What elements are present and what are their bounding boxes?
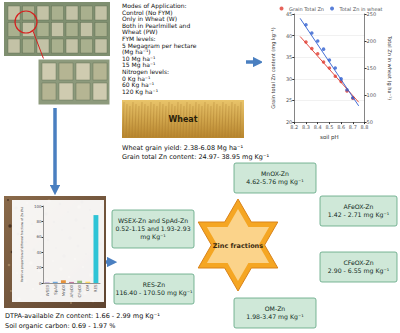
svg-text:40: 40: [286, 33, 292, 39]
svg-text:AFeOX-Zn: AFeOX-Zn: [343, 203, 373, 210]
svg-text:Nitrogen levels:: Nitrogen levels:: [122, 68, 170, 75]
svg-text:Grain total Zn content: 24.97-: Grain total Zn content: 24.97- 38.95 mg …: [122, 153, 269, 161]
svg-text:Soil organic carbon: 0.69 - 1.: Soil organic carbon: 0.69 - 1.97 %: [5, 322, 115, 330]
svg-text:8.6: 8.6: [337, 124, 345, 130]
svg-text:WSEX-Zn and SpAd-Zn: WSEX-Zn and SpAd-Zn: [118, 217, 188, 225]
svg-text:mg Kg⁻¹: mg Kg⁻¹: [140, 233, 166, 241]
svg-text:Only in Wheat (W): Only in Wheat (W): [122, 15, 177, 23]
svg-text:60: 60: [36, 234, 42, 239]
svg-text:150: 150: [367, 65, 377, 71]
svg-text:20: 20: [36, 265, 42, 270]
svg-text:AFeOX: AFeOX: [69, 284, 74, 297]
svg-text:2.90 - 6.55 mg Kg⁻¹: 2.90 - 6.55 mg Kg⁻¹: [328, 267, 390, 275]
svg-text:20: 20: [285, 119, 293, 126]
svg-text:200: 200: [367, 38, 377, 44]
svg-text:120 Kg ha⁻¹: 120 Kg ha⁻¹: [122, 88, 159, 96]
svg-text:DTPA-available Zn content: 1.6: DTPA-available Zn content: 1.66 - 2.99 m…: [5, 312, 160, 320]
svg-text:Control (No FYM): Control (No FYM): [122, 8, 173, 16]
svg-text:0 Kg ha⁻¹: 0 Kg ha⁻¹: [122, 74, 151, 82]
svg-text:45: 45: [286, 11, 292, 17]
svg-text:8.4: 8.4: [314, 124, 322, 130]
svg-text:50: 50: [366, 119, 373, 126]
svg-text:FYM levels:: FYM levels:: [122, 35, 156, 42]
svg-text:40: 40: [36, 250, 42, 255]
svg-text:10 Mg ha⁻¹: 10 Mg ha⁻¹: [122, 54, 156, 62]
svg-text:1.98-3.47 mg Kg⁻¹: 1.98-3.47 mg Kg⁻¹: [246, 313, 304, 321]
svg-text:8.8: 8.8: [361, 124, 369, 130]
svg-text:RES: RES: [93, 284, 98, 292]
svg-text:MnOX: MnOX: [61, 284, 66, 296]
svg-text:15 Mg ha⁻¹: 15 Mg ha⁻¹: [122, 61, 156, 69]
svg-text:OM-Zn: OM-Zn: [265, 305, 286, 312]
svg-text:SpAd: SpAd: [53, 284, 58, 295]
svg-text:Both in Pearlmillet and: Both in Pearlmillet and: [122, 21, 191, 29]
svg-text:0.52-1.15 and 1.93-2.93: 0.52-1.15 and 1.93-2.93: [115, 225, 190, 232]
svg-text:Relative proportion of differe: Relative proportion of different fractio…: [20, 207, 24, 282]
svg-text:Modes of Application:: Modes of Application:: [122, 2, 187, 9]
svg-text:Wheat: Wheat: [168, 115, 197, 124]
svg-text:100: 100: [367, 92, 377, 98]
svg-text:Total Zn in wheat (g ha⁻¹): Total Zn in wheat (g ha⁻¹): [386, 35, 393, 100]
svg-text:OM: OM: [85, 284, 90, 291]
svg-text:30: 30: [286, 76, 292, 82]
svg-text:4.62-5.76 mg Kg⁻¹: 4.62-5.76 mg Kg⁻¹: [246, 178, 304, 186]
svg-text:8.3: 8.3: [302, 124, 310, 130]
svg-text:0: 0: [39, 281, 42, 286]
svg-text:100: 100: [34, 204, 42, 209]
svg-text:MnOX-Zn: MnOX-Zn: [261, 170, 289, 177]
svg-text:Wheat grain yield: 2.38-6.08 M: Wheat grain yield: 2.38-6.08 Mg ha⁻¹: [122, 144, 243, 152]
svg-text:Wheat (PW): Wheat (PW): [122, 28, 158, 36]
svg-text:5 Megagram per hectare: 5 Megagram per hectare: [122, 41, 197, 49]
svg-text:116.40 - 170.50 mg Kg⁻¹: 116.40 - 170.50 mg Kg⁻¹: [115, 289, 193, 297]
svg-text:35: 35: [286, 54, 292, 60]
svg-text:Grain Total Zn: Grain Total Zn: [289, 6, 324, 12]
svg-text:25: 25: [286, 97, 292, 103]
svg-text:WSEX: WSEX: [45, 284, 50, 296]
svg-text:250: 250: [367, 11, 377, 17]
svg-text:60 Kg ha⁻¹: 60 Kg ha⁻¹: [122, 81, 155, 89]
svg-text:Zinc fractions: Zinc fractions: [213, 242, 263, 250]
svg-text:8.2: 8.2: [290, 124, 298, 130]
svg-text:RES-Zn: RES-Zn: [143, 281, 166, 288]
svg-text:CFeOX-Zn: CFeOX-Zn: [343, 259, 373, 266]
svg-text:8.5: 8.5: [325, 124, 333, 130]
svg-text:soil pH: soil pH: [320, 134, 339, 141]
svg-text:Total Zn in wheat: Total Zn in wheat: [339, 6, 383, 12]
svg-text:80: 80: [36, 219, 42, 224]
svg-text:8.7: 8.7: [349, 124, 357, 130]
svg-text:Grain total Zn content (mg kg⁻: Grain total Zn content (mg kg⁻¹): [270, 27, 277, 108]
svg-text:(Mg ha⁻¹): (Mg ha⁻¹): [122, 48, 151, 56]
svg-text:CFeOX: CFeOX: [77, 284, 82, 297]
svg-text:1.42 - 2.71 mg Kg⁻¹: 1.42 - 2.71 mg Kg⁻¹: [328, 211, 390, 219]
